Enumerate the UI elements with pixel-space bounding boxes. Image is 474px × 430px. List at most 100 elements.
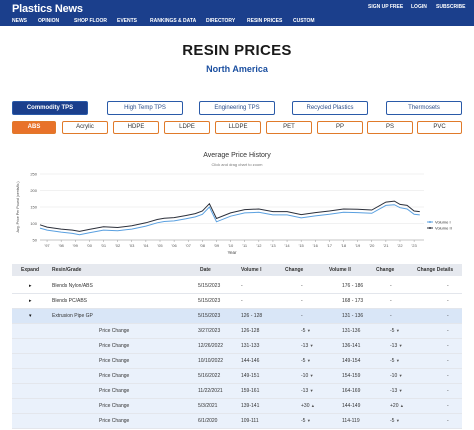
x-tick-label: '13 [270, 243, 276, 248]
x-tick-label: '21 [383, 243, 389, 248]
table-row[interactable]: ▸ Blends PC/ABS 5/15/2023 - - 168 - 173 - - [12, 294, 462, 309]
material-tab-pp[interactable]: PP [317, 121, 363, 134]
material-tab-pet[interactable]: PET [266, 121, 312, 134]
material-tab-ps[interactable]: PS [367, 121, 413, 134]
col-volume-i: Volume I [241, 267, 262, 273]
grade-cell: Price Change [99, 343, 130, 349]
tab-high-temp-tps[interactable]: High Temp TPS [107, 101, 183, 115]
change-details-cell[interactable]: - [447, 298, 449, 304]
x-tick-label: '18 [341, 243, 347, 248]
sign-up-link[interactable]: SIGN UP FREE [368, 4, 404, 10]
price-change-row: Price Change 12/26/2022 131-133 -13 ▼ 136-14… [12, 339, 462, 354]
site-logo[interactable]: Plastics News [12, 3, 83, 15]
grade-cell: Price Change [99, 358, 130, 364]
change-details-cell[interactable]: - [447, 343, 449, 349]
change-i-cell: -13 ▼ [301, 343, 314, 349]
volume-i-cell: - [241, 298, 243, 304]
volume-i-cell: - [241, 283, 243, 289]
page-title: RESIN PRICES [182, 42, 292, 59]
change-details-cell[interactable]: - [447, 328, 449, 334]
price-history-chart[interactable]: 50 100 150 200 250 '97 '98 '99 '00 '01 '02 '03 '04 '0… [0, 166, 474, 262]
x-tick-label: '03 [129, 243, 135, 248]
chart-title: Average Price History [203, 152, 271, 159]
region-label: North America [206, 64, 268, 74]
grade-cell: Price Change [99, 418, 130, 424]
material-tab-hdpe[interactable]: HDPE [113, 121, 159, 134]
volume-ii-cell: 149-154 [342, 358, 361, 364]
material-tab-acrylic[interactable]: Acrylic [62, 121, 108, 134]
change-ii-cell: -5 ▼ [390, 358, 400, 364]
change-direction-icon: ▼ [306, 418, 311, 423]
price-change-row: Price Change 11/22/2021 159-161 -13 ▼ 164-16… [12, 384, 462, 399]
expand-toggle-icon[interactable]: ▾ [29, 313, 32, 319]
volume-ii-cell: 168 - 173 [342, 298, 364, 304]
change-details-cell[interactable]: - [447, 388, 449, 394]
material-tab-ldpe[interactable]: LDPE [164, 121, 210, 134]
volume-i-cell: 139-141 [241, 403, 260, 409]
volume-ii-cell: 154-159 [342, 373, 361, 379]
nav-opinion[interactable]: OPINION [38, 18, 60, 24]
y-tick-label: 200 [30, 188, 37, 193]
table-row[interactable]: ▸ Blends Nylon/ABS 5/15/2023- - 176 - 186- … [12, 279, 462, 294]
x-tick-label: '10 [228, 243, 234, 248]
main-nav: NEWS OPINION SHOP FLOOR EVENTS RANKINGS … [0, 14, 474, 26]
nav-events[interactable]: EVENTS [117, 18, 138, 24]
col-change-ii: Change [376, 267, 395, 273]
nav-resin-prices[interactable]: RESIN PRICES [247, 18, 283, 24]
change-ii-cell: -5 ▼ [390, 418, 400, 424]
volume-ii-cell: 144-149 [342, 403, 361, 409]
nav-shop-floor[interactable]: SHOP FLOOR [74, 18, 107, 24]
change-details-cell[interactable]: - [447, 418, 449, 424]
grade-cell: Extrusion Pipe GP [52, 313, 93, 319]
table-header: Expand Resin/Grade Date Volume I Change … [12, 264, 462, 276]
price-change-row: Price Change 3/27/2023 126-128 -5 ▼ 131-136 -… [12, 324, 462, 339]
date-cell: 12/26/2022 [198, 343, 224, 349]
expand-toggle-icon[interactable]: ▸ [29, 283, 32, 289]
col-change-i: Change [285, 267, 304, 273]
volume-i-cell: 149-151 [241, 373, 260, 379]
volume-i-cell: 144-146 [241, 358, 260, 364]
change-details-cell[interactable]: - [447, 283, 449, 289]
change-i-cell: -5 ▼ [301, 418, 311, 424]
change-direction-icon: ▼ [398, 373, 403, 378]
change-details-cell[interactable]: - [447, 403, 449, 409]
expand-toggle-icon[interactable]: ▸ [29, 298, 32, 304]
subscribe-link[interactable]: SUBSCRIBE [436, 4, 466, 10]
y-tick-label: 150 [30, 205, 37, 210]
x-tick-label: '14 [284, 243, 290, 248]
material-tab-abs[interactable]: ABS [12, 121, 56, 134]
change-details-cell[interactable]: - [447, 313, 449, 319]
change-details-cell[interactable]: - [447, 358, 449, 364]
y-tick-label: 50 [33, 238, 38, 243]
nav-custom[interactable]: CUSTOM [293, 18, 315, 24]
nav-directory[interactable]: DIRECTORY [206, 18, 236, 24]
change-i-cell: +30 ▲ [301, 403, 315, 409]
x-tick-label: '16 [313, 243, 319, 248]
col-volume-ii: Volume II [329, 267, 351, 273]
x-tick-label: '00 [87, 243, 93, 248]
change-details-cell[interactable]: - [447, 373, 449, 379]
nav-rankings-data[interactable]: RANKINGS & DATA [150, 18, 197, 24]
tab-commodity-tps[interactable]: Commodity TPS [12, 101, 88, 115]
x-tick-label: '06 [172, 243, 178, 248]
change-direction-icon: ▼ [309, 343, 314, 348]
date-cell: 6/1/2020 [198, 418, 218, 424]
y-axis-title: Avg. Price Per Pound (cents/lb.) [16, 181, 20, 232]
price-change-row: Price Change 10/10/2022 144-146 -5 ▼ 149-154… [12, 354, 462, 369]
nav-news[interactable]: NEWS [12, 18, 27, 24]
change-ii-cell: - [390, 298, 392, 304]
date-cell: 5/16/2022 [198, 373, 221, 379]
col-expand: Expand [21, 267, 40, 273]
tab-recycled-plastics[interactable]: Recycled Plastics [292, 101, 368, 115]
x-tick-label: '20 [369, 243, 375, 248]
change-ii-cell: -13 ▼ [390, 388, 403, 394]
login-link[interactable]: LOGIN [411, 4, 427, 10]
material-tab-lldpe[interactable]: LLDPE [215, 121, 261, 134]
x-tick-label: '12 [256, 243, 262, 248]
table-row[interactable]: ▾ Extrusion Pipe GP 5/15/2023 126 - 128 - 13… [12, 309, 462, 324]
tab-engineering-tps[interactable]: Engineering TPS [199, 101, 275, 115]
material-tab-pvc[interactable]: PVC [417, 121, 462, 134]
tab-thermosets[interactable]: Thermosets [386, 101, 462, 115]
y-tick-label: 100 [30, 221, 37, 226]
grade-cell: Price Change [99, 403, 130, 409]
